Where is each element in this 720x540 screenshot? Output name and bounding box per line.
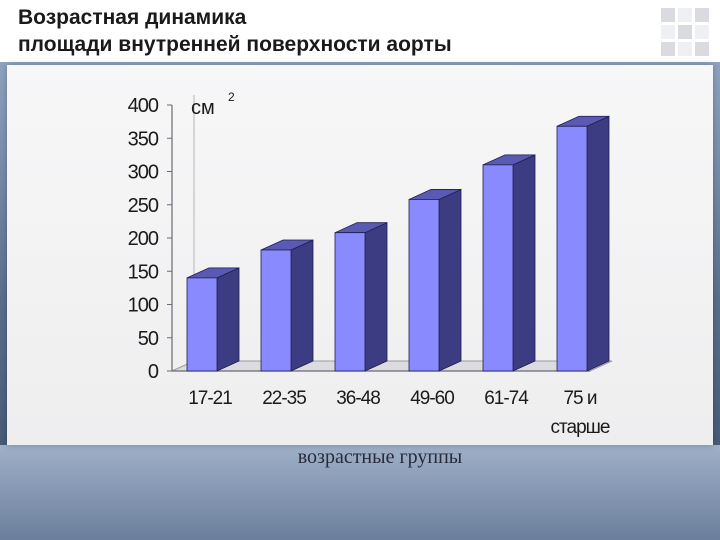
y-tick-label: 350 <box>128 128 159 150</box>
y-axis-unit: см <box>191 97 215 119</box>
bar <box>260 239 314 372</box>
x-tick-label: 17-21 <box>188 388 232 409</box>
y-tick-label: 300 <box>128 162 159 184</box>
x-tick-label: 49-60 <box>410 388 454 409</box>
title-area <box>0 0 720 62</box>
y-tick-label: 0 <box>148 361 159 383</box>
x-tick-label: 75 и старше <box>551 388 610 438</box>
bar-front <box>260 249 292 372</box>
bar-side <box>438 188 462 372</box>
x-axis-label: возрастные группы <box>297 446 463 468</box>
bar-side <box>290 239 314 372</box>
bar <box>334 222 388 372</box>
x-tick-label: 36-48 <box>336 388 380 409</box>
y-tick-label: 400 <box>128 95 159 117</box>
bar-front <box>408 199 440 372</box>
y-tick-label: 100 <box>128 295 159 317</box>
bar-side <box>512 154 536 372</box>
bar-side <box>586 115 610 372</box>
y-axis-unit-superscript: 2 <box>228 90 235 104</box>
bar <box>408 188 462 372</box>
slide-title-line-2: площади внутренней поверхности аорты <box>18 33 452 56</box>
y-tick-label: 250 <box>128 195 159 217</box>
grid-logo <box>661 8 709 56</box>
slide-title-line-1: Возрастная динамика <box>18 6 247 29</box>
bars-layer <box>186 115 610 372</box>
bar-front <box>186 277 218 372</box>
bar <box>556 115 610 372</box>
x-tick-label: 22-35 <box>262 388 306 409</box>
y-tick-label: 200 <box>128 228 159 250</box>
y-tick-label: 150 <box>128 261 159 283</box>
bar-side <box>364 222 388 372</box>
bar-front <box>334 232 366 372</box>
slide-title: Возрастная динамика площади внутренней п… <box>18 4 452 58</box>
bar <box>186 267 240 372</box>
x-tick-label: 61-74 <box>484 388 529 409</box>
labels-layer: 0 50 100 150 200 250 300 350 400 17-21 22-35 36-48 4… <box>128 95 611 438</box>
background-bottom <box>0 445 720 540</box>
chart-floor <box>171 360 613 372</box>
bar-side <box>216 267 240 372</box>
bar <box>482 154 536 372</box>
bar-front <box>556 125 588 372</box>
bar-front <box>482 164 514 372</box>
y-tick-label: 50 <box>138 328 159 350</box>
